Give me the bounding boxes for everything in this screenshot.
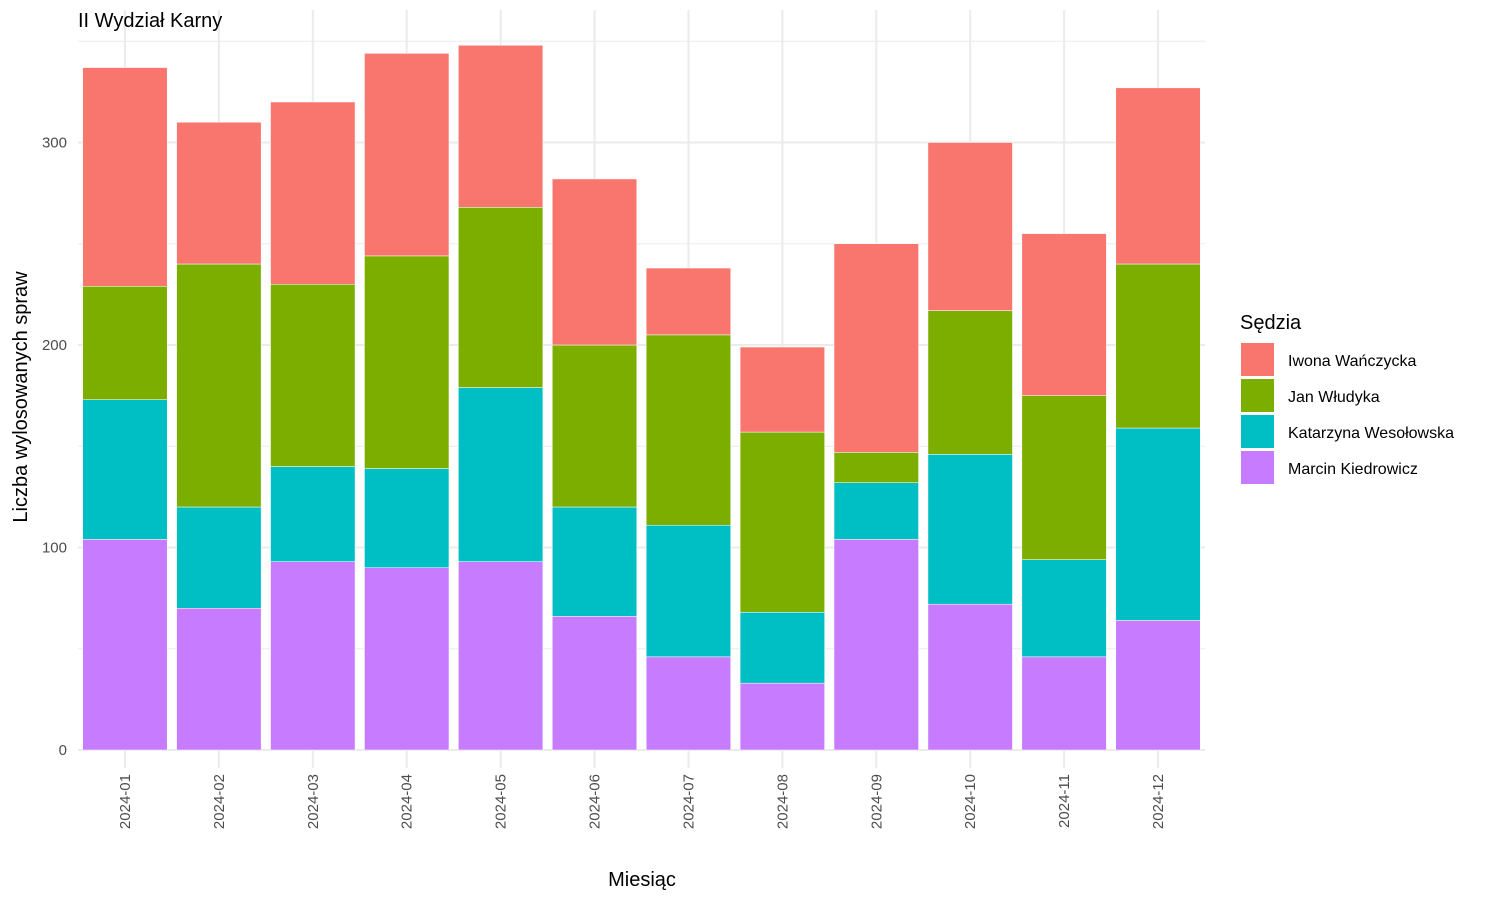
chart-title: II Wydział Karny — [78, 10, 222, 32]
legend-key — [1241, 379, 1274, 412]
bar-segment — [552, 506, 638, 617]
bar-segment — [833, 452, 919, 483]
bars — [82, 45, 1201, 751]
bar-segment — [645, 267, 731, 336]
bar-segment — [270, 284, 356, 467]
x-tick-label: 2024-05 — [493, 774, 510, 829]
bar-segment — [833, 243, 919, 453]
legend-key — [1241, 415, 1274, 448]
bar-segment — [552, 178, 638, 346]
bar-segment — [645, 656, 731, 751]
bar-segment — [270, 561, 356, 751]
y-tick-label: 0 — [59, 742, 67, 759]
legend-key — [1241, 451, 1274, 484]
bar-segment — [270, 101, 356, 285]
bar-segment — [552, 344, 638, 508]
bar-segment — [176, 608, 262, 751]
x-tick-label: 2024-11 — [1056, 774, 1073, 828]
bar-segment — [739, 682, 825, 751]
bar-segment — [1021, 233, 1107, 396]
bar-segment — [364, 255, 450, 469]
x-tick-label: 2024-09 — [868, 774, 885, 829]
x-tick-label: 2024-01 — [117, 774, 134, 829]
legend-label: Katarzyna Wesołowska — [1288, 425, 1454, 442]
y-tick-label: 300 — [42, 135, 67, 152]
x-tick-label: 2024-06 — [587, 774, 604, 829]
x-tick-label: 2024-12 — [1150, 774, 1167, 829]
bar-segment — [739, 612, 825, 684]
bar-segment — [176, 263, 262, 508]
bar-segment — [552, 616, 638, 751]
x-tick-label: 2024-04 — [399, 774, 416, 829]
x-tick-label: 2024-08 — [774, 774, 791, 829]
bar-segment — [1021, 559, 1107, 658]
bar-segment — [82, 286, 168, 400]
bar-segment — [364, 567, 450, 751]
bar-segment — [1115, 263, 1201, 429]
x-axis-title: Miesiąc — [608, 869, 676, 891]
bar-segment — [1021, 395, 1107, 560]
legend-label: Marcin Kiedrowicz — [1288, 461, 1418, 478]
x-tick-label: 2024-10 — [962, 774, 979, 829]
legend-label: Iwona Wańczycka — [1288, 353, 1416, 370]
bar-segment — [833, 539, 919, 751]
bar-segment — [927, 310, 1013, 455]
bar-segment — [458, 45, 544, 208]
x-tick-label: 2024-03 — [305, 774, 322, 829]
bar-segment — [927, 454, 1013, 605]
bar-segment — [458, 207, 544, 388]
x-tick-label: 2024-07 — [680, 774, 697, 829]
bar-segment — [1115, 87, 1201, 265]
y-axis-title: Liczba wylosowanych spraw — [10, 271, 32, 523]
bar-segment — [1021, 656, 1107, 751]
y-tick-label: 100 — [42, 540, 67, 557]
bar-segment — [927, 142, 1013, 311]
x-axis: 2024-01 2024-02 2024-03 2024-04 2024-05 2024-… — [117, 774, 1167, 829]
bar-segment — [645, 334, 731, 526]
bar-segment — [82, 67, 168, 287]
bar-segment — [82, 539, 168, 751]
y-axis: 0 100 200 300 — [42, 135, 67, 760]
bar-segment — [833, 482, 919, 540]
bar-segment — [176, 506, 262, 609]
bar-segment — [739, 346, 825, 433]
bar-segment — [270, 466, 356, 562]
legend-title: Sędzia — [1240, 312, 1302, 334]
legend: Sędzia Iwona Wańczycka Jan Włudyka Katarzy… — [1240, 312, 1454, 484]
bar-segment — [458, 561, 544, 751]
bar-segment — [1115, 427, 1201, 621]
bar-segment — [176, 122, 262, 265]
bar-segment — [458, 387, 544, 562]
bar-segment — [1115, 620, 1201, 751]
bar-segment — [364, 53, 450, 257]
bar-segment — [82, 399, 168, 540]
bar-segment — [927, 603, 1013, 751]
x-tick-label: 2024-02 — [211, 774, 228, 829]
legend-key — [1241, 343, 1274, 376]
bar-segment — [645, 524, 731, 658]
legend-label: Jan Włudyka — [1288, 389, 1380, 406]
bar-segment — [364, 468, 450, 568]
y-tick-label: 200 — [42, 337, 67, 354]
bar-segment — [739, 431, 825, 613]
